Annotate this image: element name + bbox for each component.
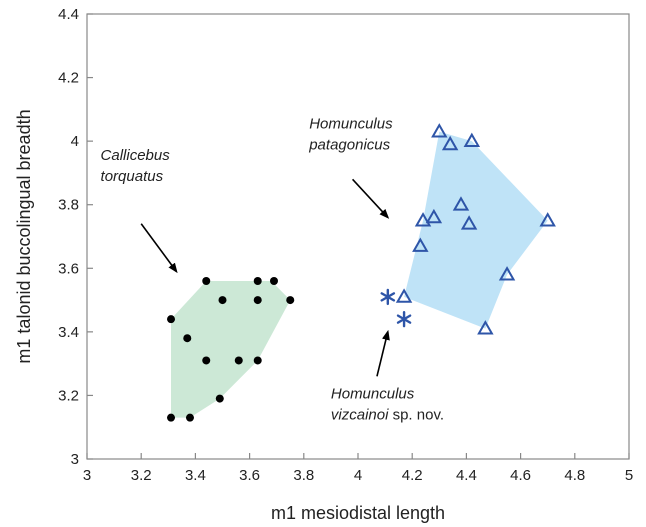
data-point-triangle [425,208,443,224]
y-tick-label: 3 [71,451,79,468]
annotation-text: Homunculus [331,386,415,403]
data-point-triangle [477,320,494,335]
annotation-arrow [376,329,390,377]
data-point-triangle [441,135,459,151]
x-tick-label: 3.6 [239,467,260,484]
x-tick-label: 3.2 [131,467,152,484]
x-tick-label: 4.4 [456,467,477,484]
y-axis-label: m1 talonid buccolingual breadth [14,109,34,363]
y-tick-label: 3.2 [58,387,79,404]
data-point-triangle [431,123,448,138]
data-point-circle [253,356,262,365]
data-point-circle [269,277,278,285]
x-axis-label: m1 mesiodistal length [271,503,445,523]
data-point-triangle [412,237,429,252]
hull-series-0 [171,281,291,418]
annotation-label: Homunculus patagonicus [308,115,393,153]
y-tick-label: 4.2 [58,70,79,87]
x-tick-label: 5 [625,467,633,484]
data-point-circle [167,315,176,324]
annotation-arrow [351,178,390,219]
points-layer [167,123,556,422]
data-point-circle [253,296,262,305]
annotation-label: Homunculus vizcainoi sp. nov. [331,386,444,424]
data-point-circle [234,356,243,365]
annotation-text: vizcainoi [331,407,389,424]
annotation-label: Callicebus torquatus [101,147,171,185]
data-point-circle [286,296,295,305]
data-point-circle [253,277,262,285]
data-point-circle [202,356,211,365]
data-point-asterisk [380,288,396,306]
data-point-triangle [539,212,556,227]
data-point-triangle [460,215,478,230]
x-tick-label: 4 [354,467,362,484]
data-point-circle [215,394,224,403]
data-point-circle [202,277,211,285]
x-tick-label: 4.8 [564,467,585,484]
data-point-triangle [463,132,481,148]
y-tick-label: 3.6 [58,260,79,277]
x-tick-label: 3 [83,467,91,484]
annotation-arrow [140,223,178,274]
data-point-triangle [498,266,516,281]
annotation-text: torquatus [101,168,164,185]
data-point-circle [167,413,176,422]
annotation-text: Homunculus [309,115,393,132]
x-tick-label: 4.2 [402,467,423,484]
x-tick-label: 3.4 [185,467,206,484]
x-tick-label: 3.8 [293,467,314,484]
data-point-circle [183,334,192,343]
annotations-layer: Callicebus torquatus Homunculus patagonicus… [101,115,444,423]
y-tick-label: 3.4 [58,324,79,341]
annotation-text: Callicebus [101,147,171,164]
y-tick-label: 4.4 [58,6,79,23]
y-tick-label: 4 [71,133,79,150]
axes: 3 3.2 3.4 3.6 3.8 4 4.2 4.4 4.6 4.8 5 3 3.2 3.4 3.6 3.8… [58,6,633,484]
data-point-circle [185,413,194,422]
data-point-circle [218,296,227,305]
data-point-triangle [414,212,432,227]
data-point-triangle [395,288,413,303]
data-point-asterisk [396,310,412,328]
data-point-triangle [452,196,470,211]
hull-series-1 [404,131,548,329]
hull-layer [171,131,548,418]
x-tick-label: 4.6 [510,467,531,484]
y-tick-label: 3.8 [58,197,79,214]
annotation-text: sp. nov. [388,407,444,424]
annotation-text: patagonicus [308,136,390,153]
